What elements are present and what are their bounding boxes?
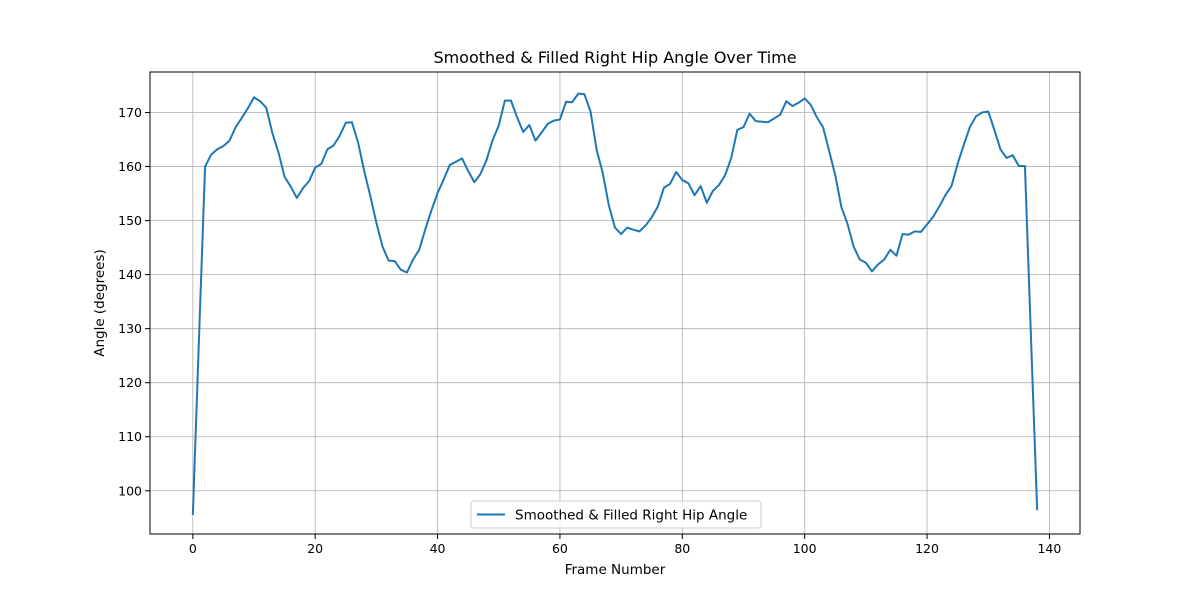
x-tick-label: 40 [430,541,446,556]
legend-box [470,500,762,529]
x-tick-label: 100 [793,541,817,556]
y-tick-label: 170 [118,105,142,120]
chart-title: Smoothed & Filled Right Hip Angle Over T… [433,48,796,67]
plot-frame [149,71,1081,535]
y-tick-label: 110 [118,429,142,444]
y-tick-label: 160 [118,159,142,174]
axis-ticks: 0 20 40 60 80 100 120 140 100 110 120 130 140 150 160 1… [118,105,1061,556]
series-line [191,92,1039,516]
x-tick-label: 140 [1037,541,1061,556]
y-tick-label: 130 [118,321,142,336]
y-tick-label: 100 [118,483,142,498]
x-tick-label: 20 [307,541,323,556]
x-tick-label: 80 [674,541,690,556]
x-tick-label: 60 [552,541,568,556]
grid [150,72,1080,534]
x-axis-label: Frame Number [565,562,666,578]
x-tick-label: 120 [915,541,939,556]
x-tick-label: 0 [189,541,197,556]
legend-entry-label: Smoothed & Filled Right Hip Angle [515,508,747,524]
y-tick-label: 150 [118,213,142,228]
y-tick-label: 140 [118,267,142,282]
y-tick-label: 120 [118,375,142,390]
y-axis-label: Angle (degrees) [92,249,108,357]
legend: Smoothed & Filled Right Hip Angle [470,500,762,529]
plot-lines [191,92,1039,516]
